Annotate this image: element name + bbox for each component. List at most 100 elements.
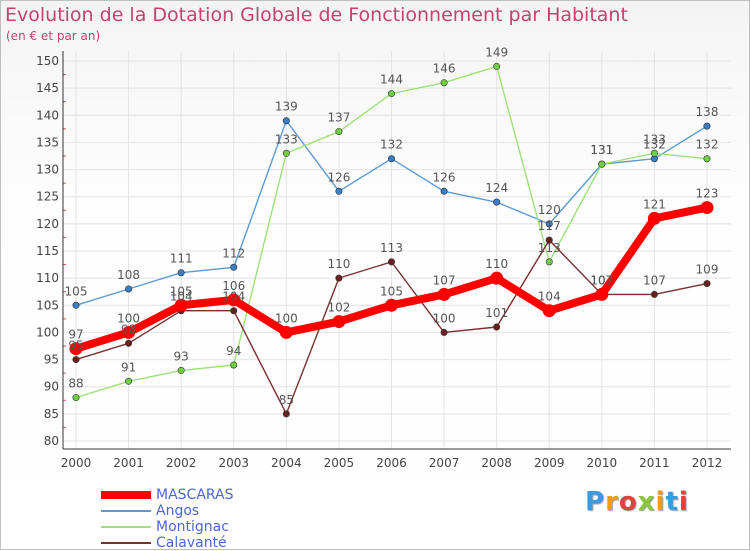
data-label: 138 — [696, 105, 719, 119]
data-point — [335, 128, 343, 136]
data-label: 94 — [226, 344, 241, 358]
data-label: 117 — [538, 219, 561, 233]
data-label: 104 — [170, 290, 193, 304]
chart-title: Evolution de la Dotation Globale de Fonc… — [5, 4, 628, 26]
data-label: 107 — [643, 273, 666, 287]
y-tick-label: 95 — [44, 353, 59, 367]
data-label: 108 — [117, 268, 140, 282]
data-point — [647, 211, 661, 225]
data-label: 120 — [538, 203, 561, 217]
data-point — [493, 323, 501, 331]
x-tick-label: 2004 — [271, 456, 302, 470]
data-point — [230, 307, 238, 315]
legend-item: MASCARAS — [101, 487, 234, 503]
data-label: 98 — [121, 322, 136, 336]
data-label: 133 — [643, 132, 666, 146]
data-label: 146 — [433, 62, 456, 76]
data-label: 100 — [275, 311, 298, 325]
data-label: 144 — [380, 73, 403, 87]
data-point — [490, 271, 504, 285]
x-tick-label: 2008 — [481, 456, 512, 470]
data-labels: 105 108 111 112 139 126 132 126 124 120 131 132 138 8… — [65, 45, 719, 406]
data-label: 100 — [117, 311, 140, 325]
data-point — [332, 315, 346, 329]
y-tick-label: 80 — [44, 434, 59, 448]
data-point — [385, 298, 398, 312]
data-label: 102 — [327, 301, 350, 315]
y-tick-label: 85 — [44, 407, 59, 421]
legend: MASCARAS Angos Montignac Calavanté — [101, 487, 234, 551]
data-point — [545, 258, 553, 266]
grid — [63, 51, 731, 449]
data-point — [230, 263, 238, 271]
data-label: 132 — [643, 138, 666, 152]
y-tick-label: 110 — [36, 271, 59, 285]
data-label: 105 — [380, 284, 403, 298]
data-point — [125, 339, 133, 347]
y-tick-label: 135 — [36, 135, 59, 149]
data-point — [387, 155, 395, 163]
data-label: 107 — [590, 273, 613, 287]
y-tick-label: 125 — [36, 190, 59, 204]
data-point — [125, 285, 133, 293]
data-label: 105 — [170, 284, 193, 298]
x-tick-label: 2007 — [429, 456, 460, 470]
data-point — [387, 258, 395, 266]
data-point — [230, 361, 238, 369]
data-label: 139 — [275, 100, 298, 114]
legend-label: Montignac — [156, 519, 229, 535]
data-label: 124 — [485, 181, 508, 195]
data-label: 132 — [696, 138, 719, 152]
legend-item: Calavanté — [101, 535, 234, 551]
x-tick-label: 2001 — [113, 456, 144, 470]
y-tick-label: 115 — [36, 244, 59, 258]
x-tick-label: 2005 — [324, 456, 355, 470]
data-point — [545, 220, 553, 228]
data-point — [387, 90, 395, 98]
data-point — [493, 198, 501, 206]
data-label: 132 — [380, 138, 403, 152]
legend-swatch — [101, 526, 151, 528]
data-label: 95 — [68, 339, 83, 353]
data-label: 131 — [590, 143, 613, 157]
data-label: 131 — [590, 143, 613, 157]
data-point — [125, 377, 133, 385]
y-tick-label: 140 — [36, 108, 59, 122]
data-point — [703, 280, 711, 288]
legend-swatch — [101, 491, 151, 499]
data-label: 137 — [327, 111, 350, 125]
data-point — [72, 394, 80, 402]
data-point — [703, 122, 711, 130]
data-label: 88 — [68, 377, 83, 391]
data-label: 111 — [170, 252, 193, 266]
data-label: 100 — [433, 311, 456, 325]
x-tick-label: 2000 — [61, 456, 92, 470]
data-label: 109 — [696, 263, 719, 277]
data-point — [650, 290, 658, 298]
data-label: 104 — [538, 290, 561, 304]
x-tick-label: 2010 — [587, 456, 618, 470]
x-tick-label: 2012 — [692, 456, 723, 470]
data-label: 113 — [538, 241, 561, 255]
data-point — [440, 328, 448, 336]
x-tick-label: 2006 — [376, 456, 407, 470]
data-point — [437, 287, 451, 301]
data-point — [595, 287, 609, 301]
data-label: 93 — [174, 349, 189, 363]
data-point — [174, 298, 188, 312]
y-tick-label: 90 — [44, 380, 59, 394]
data-label: 149 — [485, 45, 508, 59]
x-tick-label: 2011 — [639, 456, 670, 470]
legend-label: Calavanté — [156, 535, 227, 551]
data-point — [700, 201, 714, 215]
x-tick-label: 2009 — [534, 456, 565, 470]
data-point — [335, 187, 343, 195]
data-point — [598, 160, 606, 168]
x-tick-label: 2002 — [166, 456, 197, 470]
y-tick-label: 100 — [36, 325, 59, 339]
data-label: 101 — [485, 306, 508, 320]
data-label: 110 — [485, 257, 508, 271]
x-tick-label: 2003 — [218, 456, 249, 470]
legend-label: MASCARAS — [156, 487, 234, 503]
